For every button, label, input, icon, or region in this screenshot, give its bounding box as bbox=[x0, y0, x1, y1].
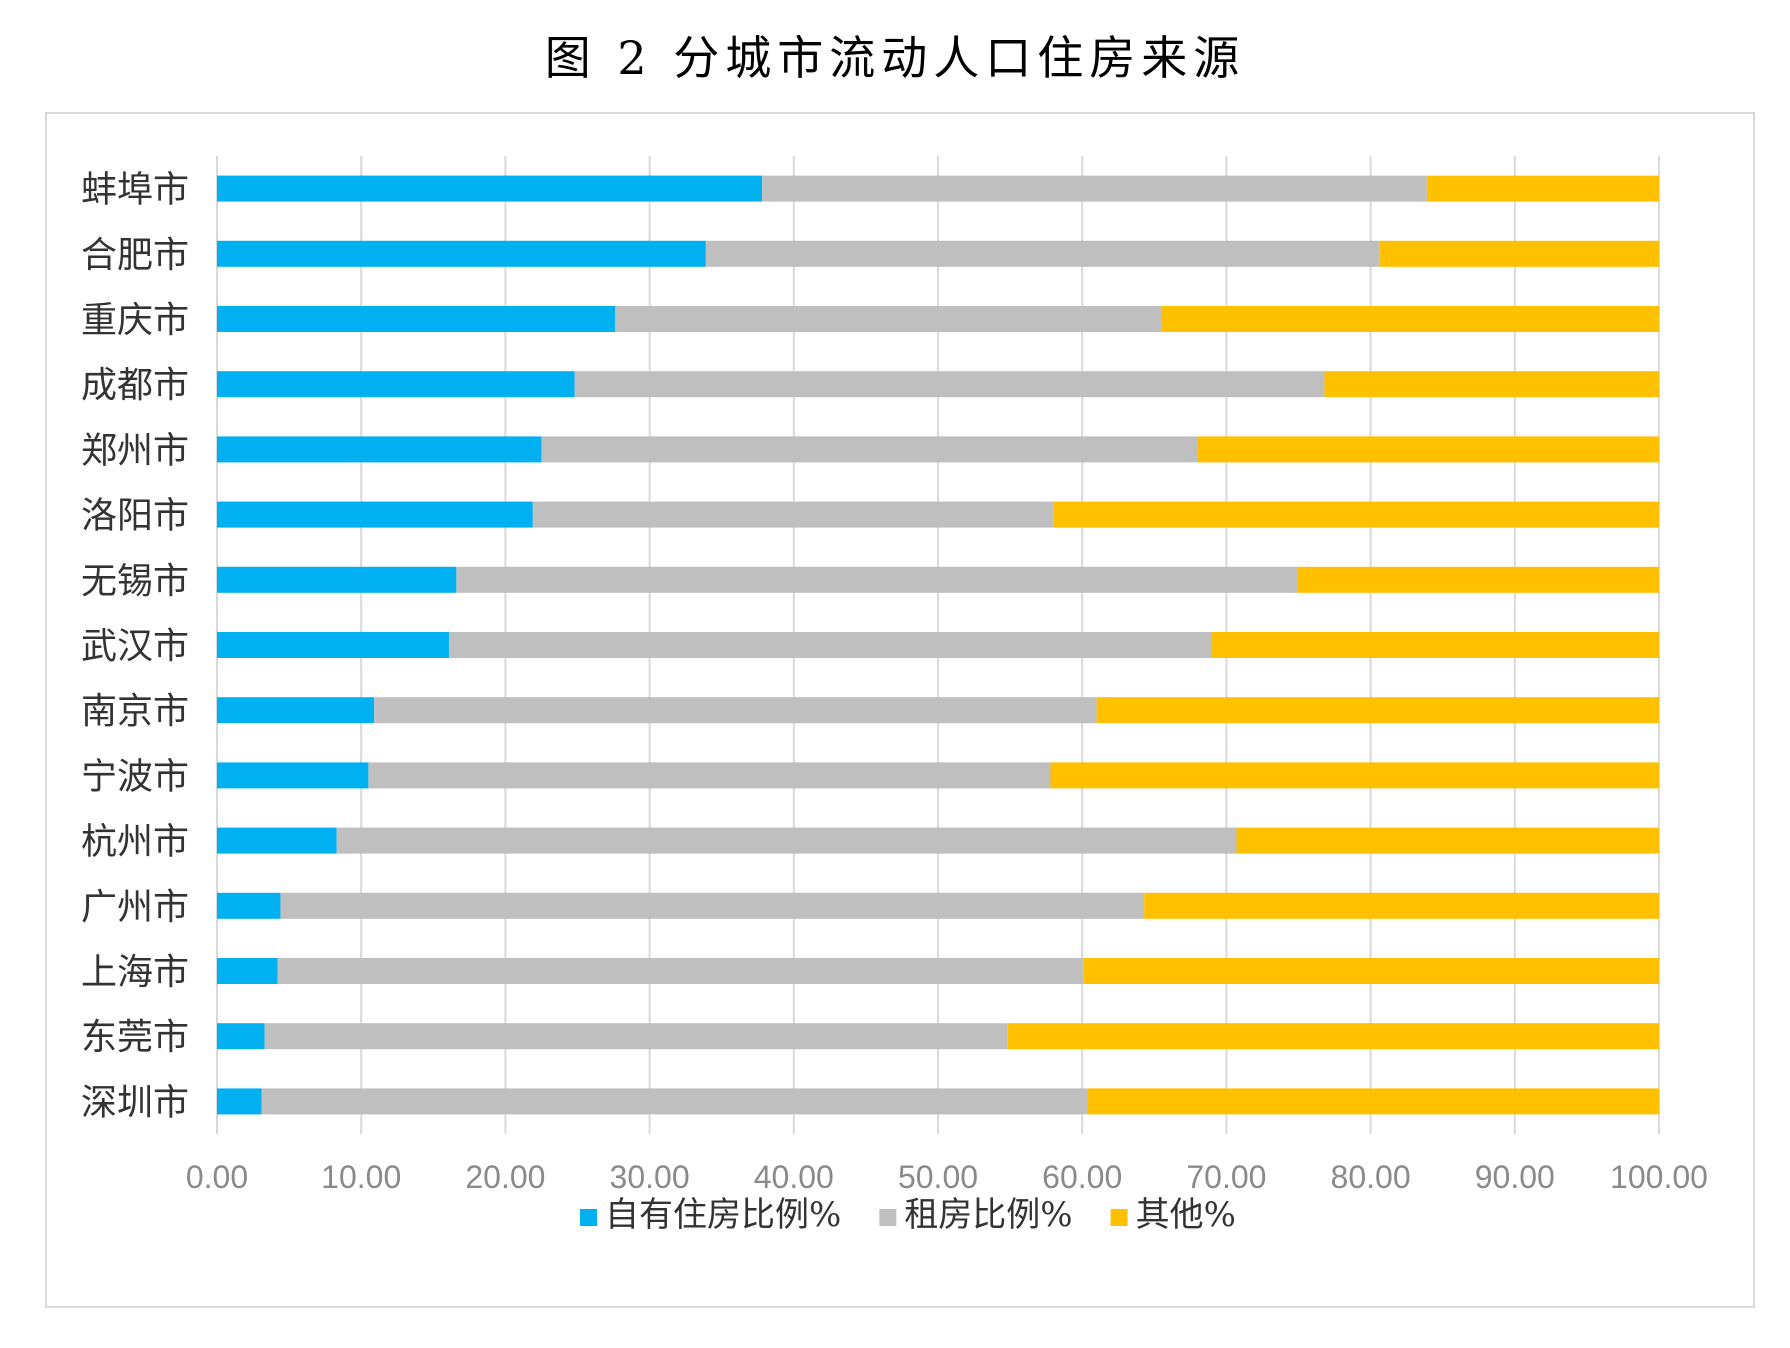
bar-own-13 bbox=[217, 1023, 265, 1050]
legend-label-1: 租房比例% bbox=[904, 1195, 1072, 1235]
bar-own-9 bbox=[217, 762, 369, 789]
bar-own-14 bbox=[217, 1088, 262, 1115]
x-tick-label: 10.00 bbox=[321, 1159, 401, 1195]
bar-own-6 bbox=[217, 566, 457, 593]
bar-other-6 bbox=[1297, 566, 1659, 593]
x-tick-label: 70.00 bbox=[1186, 1159, 1266, 1195]
bar-other-11 bbox=[1144, 892, 1659, 919]
bar-own-12 bbox=[217, 958, 278, 984]
bar-own-5 bbox=[217, 501, 533, 528]
category-label: 洛阳市 bbox=[81, 496, 189, 537]
bar-rent-5 bbox=[532, 501, 1054, 528]
x-tick-label: 80.00 bbox=[1331, 1159, 1411, 1195]
bar-own-1 bbox=[217, 240, 706, 267]
bar-own-11 bbox=[217, 892, 281, 919]
category-label: 东莞市 bbox=[81, 1017, 189, 1058]
x-tick-labels: 0.00 10.00 20.00 30.00 40.00 50.00 60.00 70.00 8… bbox=[186, 1159, 1708, 1195]
chart-area: 蚌埠市合肥市重庆市成都市郑州市洛阳市无锡市武汉市南京市宁波市杭州市广州市上海市东… bbox=[45, 112, 1755, 1308]
bar-rent-4 bbox=[541, 436, 1198, 463]
bar-other-0 bbox=[1426, 175, 1659, 202]
x-tick-label: 50.00 bbox=[898, 1159, 978, 1195]
bar-own-0 bbox=[217, 175, 763, 202]
bar-rent-6 bbox=[456, 566, 1298, 593]
x-tick-label: 0.00 bbox=[186, 1159, 248, 1195]
bar-other-7 bbox=[1211, 632, 1659, 658]
bar-rent-11 bbox=[280, 892, 1145, 919]
bar-rent-0 bbox=[762, 175, 1427, 202]
x-tick-label: 30.00 bbox=[610, 1159, 690, 1195]
legend-swatch-1 bbox=[879, 1209, 897, 1226]
bar-own-2 bbox=[217, 306, 615, 332]
bar-other-9 bbox=[1050, 762, 1659, 789]
category-label: 广州市 bbox=[81, 887, 189, 928]
category-label: 蚌埠市 bbox=[81, 170, 189, 211]
category-label: 上海市 bbox=[81, 952, 189, 993]
category-label: 郑州市 bbox=[81, 430, 189, 471]
bar-other-13 bbox=[1007, 1023, 1659, 1050]
bar-other-1 bbox=[1379, 240, 1659, 267]
bar-rent-8 bbox=[374, 697, 1097, 724]
chart-title: 图 2 分城市流动人口住房来源 bbox=[544, 31, 1246, 85]
bar-rent-9 bbox=[368, 762, 1051, 789]
category-label: 合肥市 bbox=[81, 235, 189, 276]
legend-label-0: 自有住房比例% bbox=[605, 1195, 841, 1235]
bar-other-2 bbox=[1161, 306, 1659, 332]
legend-swatch-0 bbox=[580, 1209, 597, 1226]
bar-other-14 bbox=[1087, 1088, 1659, 1115]
category-label: 深圳市 bbox=[81, 1082, 189, 1123]
bar-rent-3 bbox=[574, 371, 1325, 398]
stacked-bar-chart: 蚌埠市合肥市重庆市成都市郑州市洛阳市无锡市武汉市南京市宁波市杭州市广州市上海市东… bbox=[81, 156, 1708, 1235]
x-tick-label: 40.00 bbox=[754, 1159, 834, 1195]
bar-other-12 bbox=[1083, 958, 1659, 984]
x-tick-label: 90.00 bbox=[1475, 1159, 1555, 1195]
bar-own-7 bbox=[217, 632, 450, 658]
bar-rent-2 bbox=[614, 306, 1162, 332]
category-label: 宁波市 bbox=[81, 756, 189, 797]
bar-rent-1 bbox=[705, 240, 1380, 267]
bar-own-8 bbox=[217, 697, 375, 724]
category-label: 杭州市 bbox=[81, 822, 189, 863]
bar-own-4 bbox=[217, 436, 542, 463]
bar-rent-7 bbox=[449, 632, 1212, 658]
x-tick-label: 60.00 bbox=[1042, 1159, 1122, 1195]
category-labels: 蚌埠市合肥市重庆市成都市郑州市洛阳市无锡市武汉市南京市宁波市杭州市广州市上海市东… bbox=[81, 170, 189, 1124]
category-label: 成都市 bbox=[81, 365, 189, 406]
category-label: 无锡市 bbox=[81, 561, 189, 602]
legend: 自有住房比例% 租房比例% 其他% bbox=[580, 1195, 1236, 1235]
x-tick-label: 100.00 bbox=[1610, 1159, 1708, 1195]
bar-other-3 bbox=[1324, 371, 1659, 398]
category-label: 南京市 bbox=[81, 691, 189, 732]
bar-other-10 bbox=[1236, 827, 1659, 854]
bar-rent-13 bbox=[264, 1023, 1008, 1050]
bar-own-3 bbox=[217, 371, 575, 398]
bar-own-10 bbox=[217, 827, 337, 854]
legend-swatch-2 bbox=[1110, 1209, 1128, 1226]
category-label: 武汉市 bbox=[81, 626, 189, 667]
bar-rent-14 bbox=[261, 1088, 1088, 1115]
x-tick-label: 20.00 bbox=[465, 1159, 545, 1195]
bar-rent-12 bbox=[277, 958, 1084, 984]
bars bbox=[217, 175, 1659, 1115]
bar-rent-10 bbox=[336, 827, 1237, 854]
bar-other-5 bbox=[1053, 501, 1659, 528]
bar-other-4 bbox=[1197, 436, 1659, 463]
bar-other-8 bbox=[1096, 697, 1659, 724]
legend-label-2: 其他% bbox=[1136, 1195, 1236, 1235]
category-label: 重庆市 bbox=[81, 300, 189, 341]
